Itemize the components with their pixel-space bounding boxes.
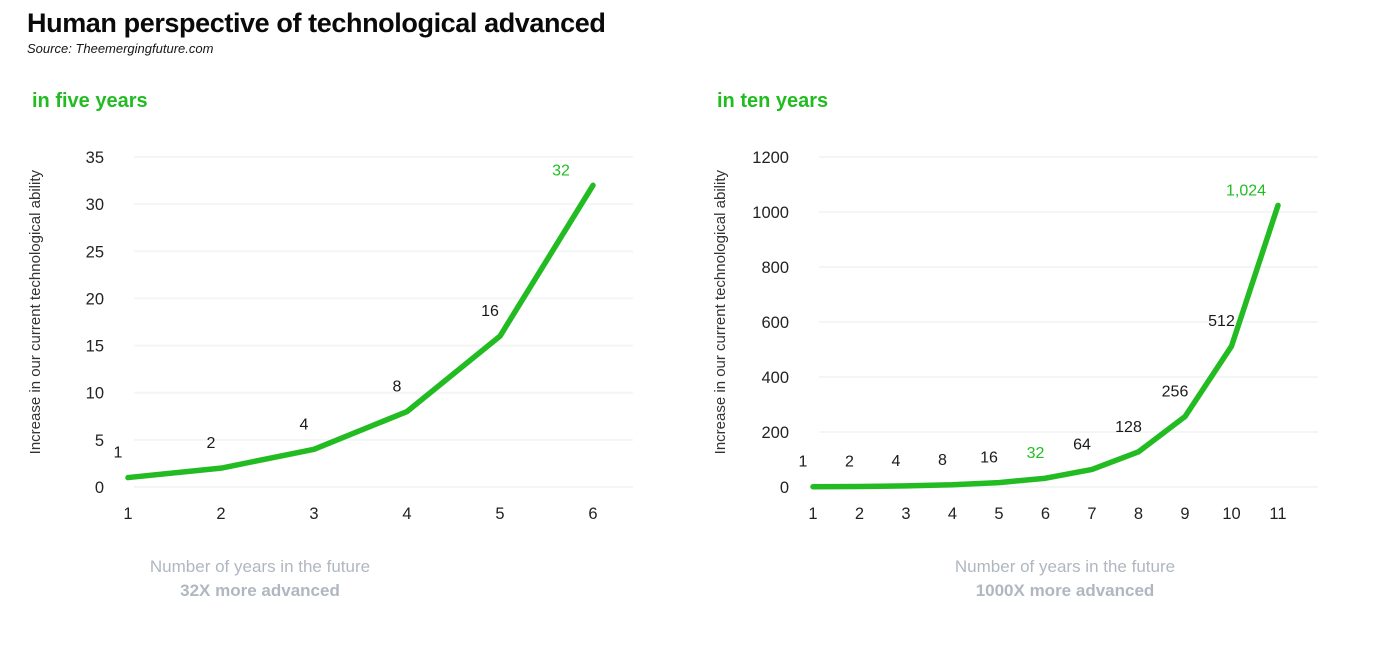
page-title: Human perspective of technological advan… bbox=[27, 8, 606, 38]
x-tick-label: 2 bbox=[855, 505, 864, 523]
chart-line bbox=[125, 182, 596, 481]
chart-footer-five-years: Number of years in the future 32X more a… bbox=[20, 557, 500, 601]
chart-title-five-years: in five years bbox=[32, 90, 148, 112]
y-tick-label: 30 bbox=[86, 196, 104, 214]
data-point-label: 4 bbox=[892, 453, 901, 470]
x-tick-label: 2 bbox=[216, 505, 225, 523]
y-tick-label: 200 bbox=[761, 424, 789, 442]
chart-section-five-years: in five years Increase in our current te… bbox=[20, 90, 685, 601]
data-point-label: 64 bbox=[1073, 436, 1091, 453]
x-tick-label: 5 bbox=[994, 505, 1003, 523]
x-tick-label: 6 bbox=[1041, 505, 1050, 523]
data-point-label: 1 bbox=[799, 454, 808, 471]
chart-caption-ten-years: 1000X more advanced bbox=[975, 581, 1155, 600]
y-tick-label: 0 bbox=[780, 479, 789, 497]
data-point-label: 128 bbox=[1115, 419, 1142, 436]
y-tick-label: 35 bbox=[86, 149, 104, 167]
chart-footer-ten-years: Number of years in the future 1000X more… bbox=[735, 557, 1375, 601]
y-tick-label: 20 bbox=[86, 290, 104, 308]
x-axis-title-ten-years: Number of years in the future bbox=[954, 557, 1176, 576]
chart-body-five-years: Increase in our current technological ab… bbox=[20, 127, 685, 537]
y-axis-title-ten-years: Increase in our current technological ab… bbox=[711, 169, 729, 455]
chart-body-ten-years: Increase in our current technological ab… bbox=[705, 127, 1370, 537]
source-note: Source: Theemergingfuture.com bbox=[27, 41, 214, 56]
x-tick-label: 5 bbox=[495, 505, 504, 523]
x-tick-label: 7 bbox=[1087, 505, 1096, 523]
data-point-label: 8 bbox=[393, 379, 402, 396]
y-tick-label: 600 bbox=[761, 314, 789, 332]
y-tick-label: 1000 bbox=[752, 204, 789, 222]
x-tick-label: 8 bbox=[1134, 505, 1143, 523]
data-point-label: 32 bbox=[1027, 445, 1045, 462]
line-chart-five-years: 0 5 10 15 20 25 30 35 1 2 3 4 5 6 1 2 4 8 16 32 bbox=[86, 149, 633, 523]
header: Human perspective of technological advan… bbox=[27, 8, 606, 56]
x-tick-label: 1 bbox=[808, 505, 817, 523]
data-point-label: 8 bbox=[938, 452, 947, 469]
x-tick-label: 6 bbox=[588, 505, 597, 523]
y-tick-label: 800 bbox=[761, 259, 789, 277]
data-point-label: 32 bbox=[552, 162, 570, 179]
data-point-label: 2 bbox=[845, 453, 854, 470]
chart-section-ten-years: in ten years Increase in our current tec… bbox=[705, 90, 1370, 601]
x-axis-title-five-years: Number of years in the future bbox=[149, 557, 371, 576]
data-point-label: 1,024 bbox=[1226, 182, 1266, 199]
x-tick-label: 1 bbox=[123, 505, 132, 523]
y-tick-label: 25 bbox=[86, 243, 104, 261]
y-axis-title-five-years: Increase in our current technological ab… bbox=[26, 169, 44, 455]
chart-caption-five-years: 32X more advanced bbox=[180, 581, 340, 600]
data-point-label: 256 bbox=[1162, 384, 1189, 401]
data-point-label: 16 bbox=[980, 450, 998, 467]
x-tick-label: 10 bbox=[1222, 505, 1240, 523]
y-tick-label: 5 bbox=[95, 432, 104, 450]
y-tick-label: 1200 bbox=[752, 149, 789, 167]
data-point-label: 16 bbox=[481, 303, 499, 320]
x-tick-label: 4 bbox=[948, 505, 957, 523]
x-tick-label: 9 bbox=[1180, 505, 1189, 523]
x-tick-label: 3 bbox=[901, 505, 910, 523]
x-tick-label: 4 bbox=[402, 505, 411, 523]
data-point-label: 1 bbox=[114, 445, 123, 462]
y-tick-label: 15 bbox=[86, 338, 104, 356]
x-tick-label: 3 bbox=[309, 505, 318, 523]
data-point-label: 4 bbox=[300, 416, 309, 433]
data-point-label: 2 bbox=[207, 435, 216, 452]
data-point-label: 512 bbox=[1208, 313, 1235, 330]
chart-title-ten-years: in ten years bbox=[717, 90, 829, 112]
y-tick-label: 10 bbox=[86, 385, 104, 403]
y-tick-label: 400 bbox=[761, 369, 789, 387]
y-tick-label: 0 bbox=[95, 479, 104, 497]
x-tick-label: 11 bbox=[1269, 505, 1286, 523]
chart-line bbox=[810, 202, 1281, 490]
